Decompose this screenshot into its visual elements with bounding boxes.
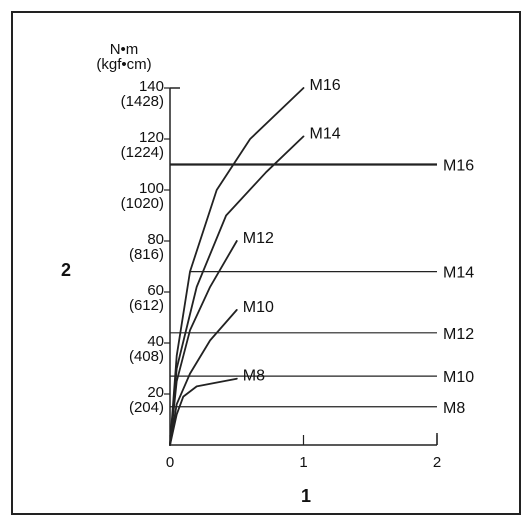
y-tick-alt-label: (1020) — [121, 195, 164, 212]
y-tick-alt-label: (612) — [129, 297, 164, 314]
y-tick-label: 60 — [147, 282, 164, 299]
torque-curves: M16 M14 M12 M10 M8 — [169, 77, 341, 446]
y-tick-alt-label: (204) — [129, 399, 164, 416]
curve-line — [169, 87, 305, 446]
curve-line — [169, 309, 238, 446]
tick-labels: 20(204)40(408)60(612)80(816)100(1020)120… — [121, 78, 442, 471]
level-label: M10 — [443, 369, 474, 386]
curve-label: M14 — [310, 125, 341, 142]
unit-label: N•m — [110, 41, 139, 58]
curve-label: M16 — [310, 77, 341, 94]
y-tick-alt-label: (1428) — [121, 93, 164, 110]
level-label: M14 — [443, 265, 474, 282]
curve-label: M10 — [243, 299, 274, 316]
frame — [11, 11, 521, 515]
y-tick-label: 20 — [147, 384, 164, 401]
y-tick-label: 40 — [147, 333, 164, 350]
curve-line — [169, 240, 238, 446]
curve-line — [169, 135, 305, 446]
x-tick-label: 2 — [433, 454, 441, 471]
level-label: M8 — [443, 400, 465, 417]
curve-label: M8 — [243, 368, 265, 385]
y-tick-alt-label: (1224) — [121, 144, 164, 161]
y-axis-index-label: 2 — [61, 260, 71, 280]
unit-label-alt: (kgf•cm) — [96, 56, 151, 73]
y-tick-label: 100 — [139, 180, 164, 197]
y-tick-alt-label: (816) — [129, 246, 164, 263]
y-tick-alt-label: (408) — [129, 348, 164, 365]
x-tick-label: 0 — [166, 454, 174, 471]
y-tick-label: 120 — [139, 129, 164, 146]
x-tick-label: 1 — [299, 454, 307, 471]
y-tick-label: 140 — [139, 78, 164, 95]
level-label: M16 — [443, 158, 474, 175]
y-tick-label: 80 — [147, 231, 164, 248]
torque-levels: M16 M14 M12 M10 M8 — [170, 158, 474, 417]
curve-label: M12 — [243, 230, 274, 247]
level-label: M12 — [443, 326, 474, 343]
axes — [169, 87, 438, 446]
curve-line — [169, 377, 238, 446]
x-axis-index-label: 1 — [301, 486, 311, 506]
